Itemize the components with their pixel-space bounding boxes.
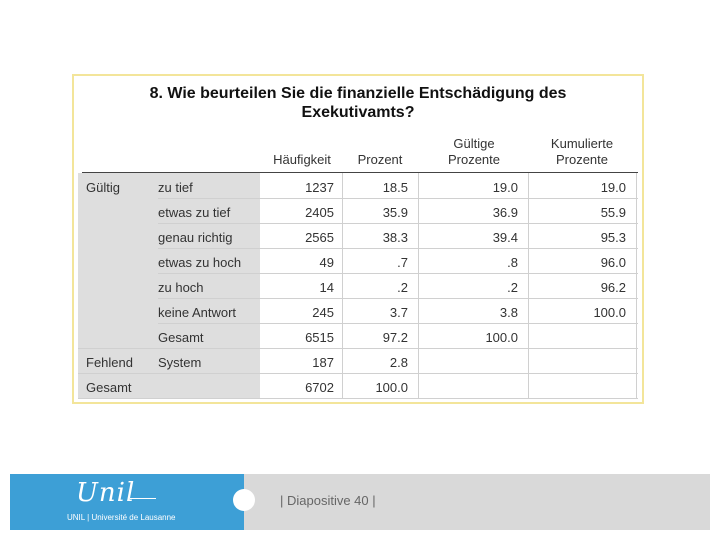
logo-underline [130, 498, 156, 499]
cell-frequency: 2565 [305, 230, 334, 245]
cell-frequency: 14 [319, 280, 334, 295]
footer-gray-bar [244, 474, 710, 530]
cell-percent: .2 [397, 280, 408, 295]
divider [636, 173, 637, 398]
cell-frequency: 2405 [305, 205, 334, 220]
row-label: zu hoch [158, 280, 204, 295]
row-label: etwas zu hoch [158, 255, 242, 270]
cell-valid-percent: 19.0 [492, 180, 518, 195]
row-rule [158, 248, 638, 249]
cell-frequency: 6702 [305, 380, 334, 395]
row-label: System [158, 355, 202, 370]
cell-valid-percent: 3.8 [499, 305, 518, 320]
cell-cumulative-percent: 95.3 [600, 230, 626, 245]
row-label: zu tief [158, 180, 193, 195]
cell-frequency: 187 [312, 355, 334, 370]
row-label: keine Antwort [158, 305, 237, 320]
cell-frequency: 1237 [305, 180, 334, 195]
divider [342, 173, 343, 398]
table-frame: 8. Wie beurteilen Sie die finanzielle En… [72, 74, 644, 404]
cell-percent: 35.9 [382, 205, 408, 220]
cell-frequency: 245 [312, 305, 334, 320]
cell-valid-percent: .2 [507, 280, 518, 295]
row-label: Gesamt [158, 330, 204, 345]
row-label: etwas zu tief [158, 205, 231, 220]
cell-percent: 2.8 [389, 355, 408, 370]
cell-percent: 97.2 [382, 330, 408, 345]
cell-percent: .7 [397, 255, 408, 270]
cell-cumulative-percent: 96.0 [600, 255, 626, 270]
row-rule [158, 198, 638, 199]
cell-percent: 100.0 [375, 380, 408, 395]
header-kumulierte-2: Prozente [555, 152, 609, 167]
cell-percent: 18.5 [382, 180, 408, 195]
header-gueltige-1: Gültige [453, 136, 495, 151]
unil-logo-subtitle: UNIL | Université de Lausanne [67, 513, 176, 522]
slide-number-label: | Diapositive 40 | [280, 493, 376, 508]
row-group: Fehlend [86, 355, 133, 370]
row-label-area [78, 173, 260, 398]
title-line-1: 8. Wie beurteilen Sie die finanzielle En… [149, 85, 567, 102]
cell-cumulative-percent: 55.9 [600, 205, 626, 220]
header-prozent: Prozent [357, 152, 403, 167]
divider [528, 173, 529, 398]
title-line-2: Exekutivamts? [301, 104, 415, 121]
header-gueltige-2: Prozente [447, 152, 501, 167]
row-rule [158, 323, 638, 324]
header-rule [82, 172, 638, 173]
cell-valid-percent: 100.0 [485, 330, 518, 345]
cell-cumulative-percent: 100.0 [593, 305, 626, 320]
table-title: 8. Wie beurteilen Sie die finanzielle En… [74, 84, 642, 122]
cell-cumulative-percent: 19.0 [600, 180, 626, 195]
cell-frequency: 49 [319, 255, 334, 270]
cell-cumulative-percent: 96.2 [600, 280, 626, 295]
row-rule [78, 348, 638, 349]
row-rule [158, 298, 638, 299]
cell-valid-percent: .8 [507, 255, 518, 270]
cell-percent: 38.3 [382, 230, 408, 245]
row-group: Gültig [86, 180, 120, 195]
header-kumulierte-1: Kumulierte [550, 136, 614, 151]
row-group: Gesamt [86, 380, 132, 395]
cell-frequency: 6515 [305, 330, 334, 345]
unil-logo: Unil [76, 478, 136, 508]
row-rule [78, 373, 638, 374]
row-rule [78, 398, 638, 399]
row-rule [158, 223, 638, 224]
cell-valid-percent: 39.4 [492, 230, 518, 245]
divider [418, 173, 419, 398]
footer-brand-bar [10, 474, 244, 530]
row-rule [158, 273, 638, 274]
footer-dot [233, 489, 255, 511]
cell-valid-percent: 36.9 [492, 205, 518, 220]
header-haeufigkeit: Häufigkeit [273, 152, 331, 167]
cell-percent: 3.7 [389, 305, 408, 320]
row-label: genau richtig [158, 230, 233, 245]
